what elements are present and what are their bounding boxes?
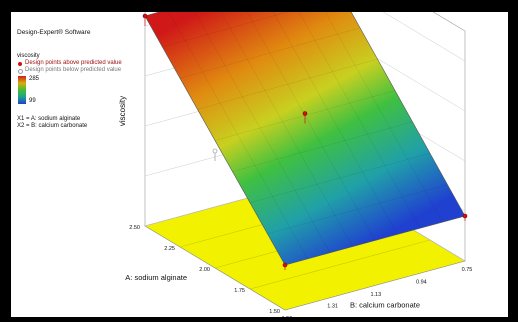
design-point	[462, 213, 468, 219]
z-axis-title: viscosity	[118, 96, 127, 126]
surface-mesh-b-5	[272, 12, 398, 235]
a-axis-tick-label: 1.75	[234, 288, 245, 294]
legend-above-label: Design points above predicted value	[25, 60, 122, 66]
factor-x1-label: X1 = A: sodium alginate	[17, 116, 81, 122]
response-surface-plot: 501001502002501.501.752.002.252.501.501.…	[118, 12, 473, 317]
z-gridline-b-4	[382, 12, 466, 62]
a-axis-tick-label: 2.25	[164, 246, 175, 252]
below-point-marker-icon	[18, 68, 23, 74]
surface-mesh-a-1	[162, 12, 288, 48]
surface-mesh-b-6	[298, 12, 421, 229]
design-point	[142, 13, 148, 19]
surface-mesh-a-7	[267, 184, 448, 235]
color-scale-bar	[18, 76, 26, 104]
surface-mesh-b-7	[324, 12, 443, 223]
a-axis-title: A: sodium alginate	[125, 273, 187, 282]
design-point	[302, 111, 308, 116]
design-point	[212, 148, 218, 154]
color-scale-max: 285	[29, 76, 40, 82]
b-axis-tick-label: 0.75	[462, 267, 473, 273]
chart-frame: Design-Expert® Software viscosity Design…	[11, 12, 508, 317]
a-axis-tick-label: 2.00	[199, 267, 210, 273]
a-axis-tick-label: 1.50	[269, 309, 280, 315]
surface-mesh-a-6	[249, 153, 431, 203]
b-axis-tick-label: 1.50	[282, 316, 293, 317]
surface-mesh-a-5	[232, 121, 413, 172]
legend-response-name: viscosity	[17, 53, 40, 59]
surface-mesh-b-3	[220, 12, 353, 247]
color-scale-min: 99	[29, 98, 36, 104]
factor-x2-label: X2 = B: calcium carbonate	[17, 123, 88, 129]
surface-mesh-b-2	[194, 12, 331, 253]
b-axis-tick-label: 1.31	[327, 304, 338, 310]
surface-mesh-a-3	[197, 58, 378, 110]
surface-mesh-a-2	[179, 27, 361, 79]
b-axis-tick-label: 1.13	[370, 292, 381, 298]
surface-mesh-b-1	[168, 12, 308, 259]
above-point-marker-icon	[18, 61, 22, 66]
design-point	[282, 262, 288, 268]
b-axis-title: B: calcium carbonate	[350, 301, 420, 310]
legend-below-label: Design points below predicted value	[25, 67, 122, 73]
a-axis-tick-label: 2.50	[129, 225, 140, 231]
floor-contour-1	[249, 239, 431, 290]
b-axis-tick-label: 0.94	[416, 279, 427, 285]
app-title: Design-Expert® Software	[17, 29, 91, 36]
